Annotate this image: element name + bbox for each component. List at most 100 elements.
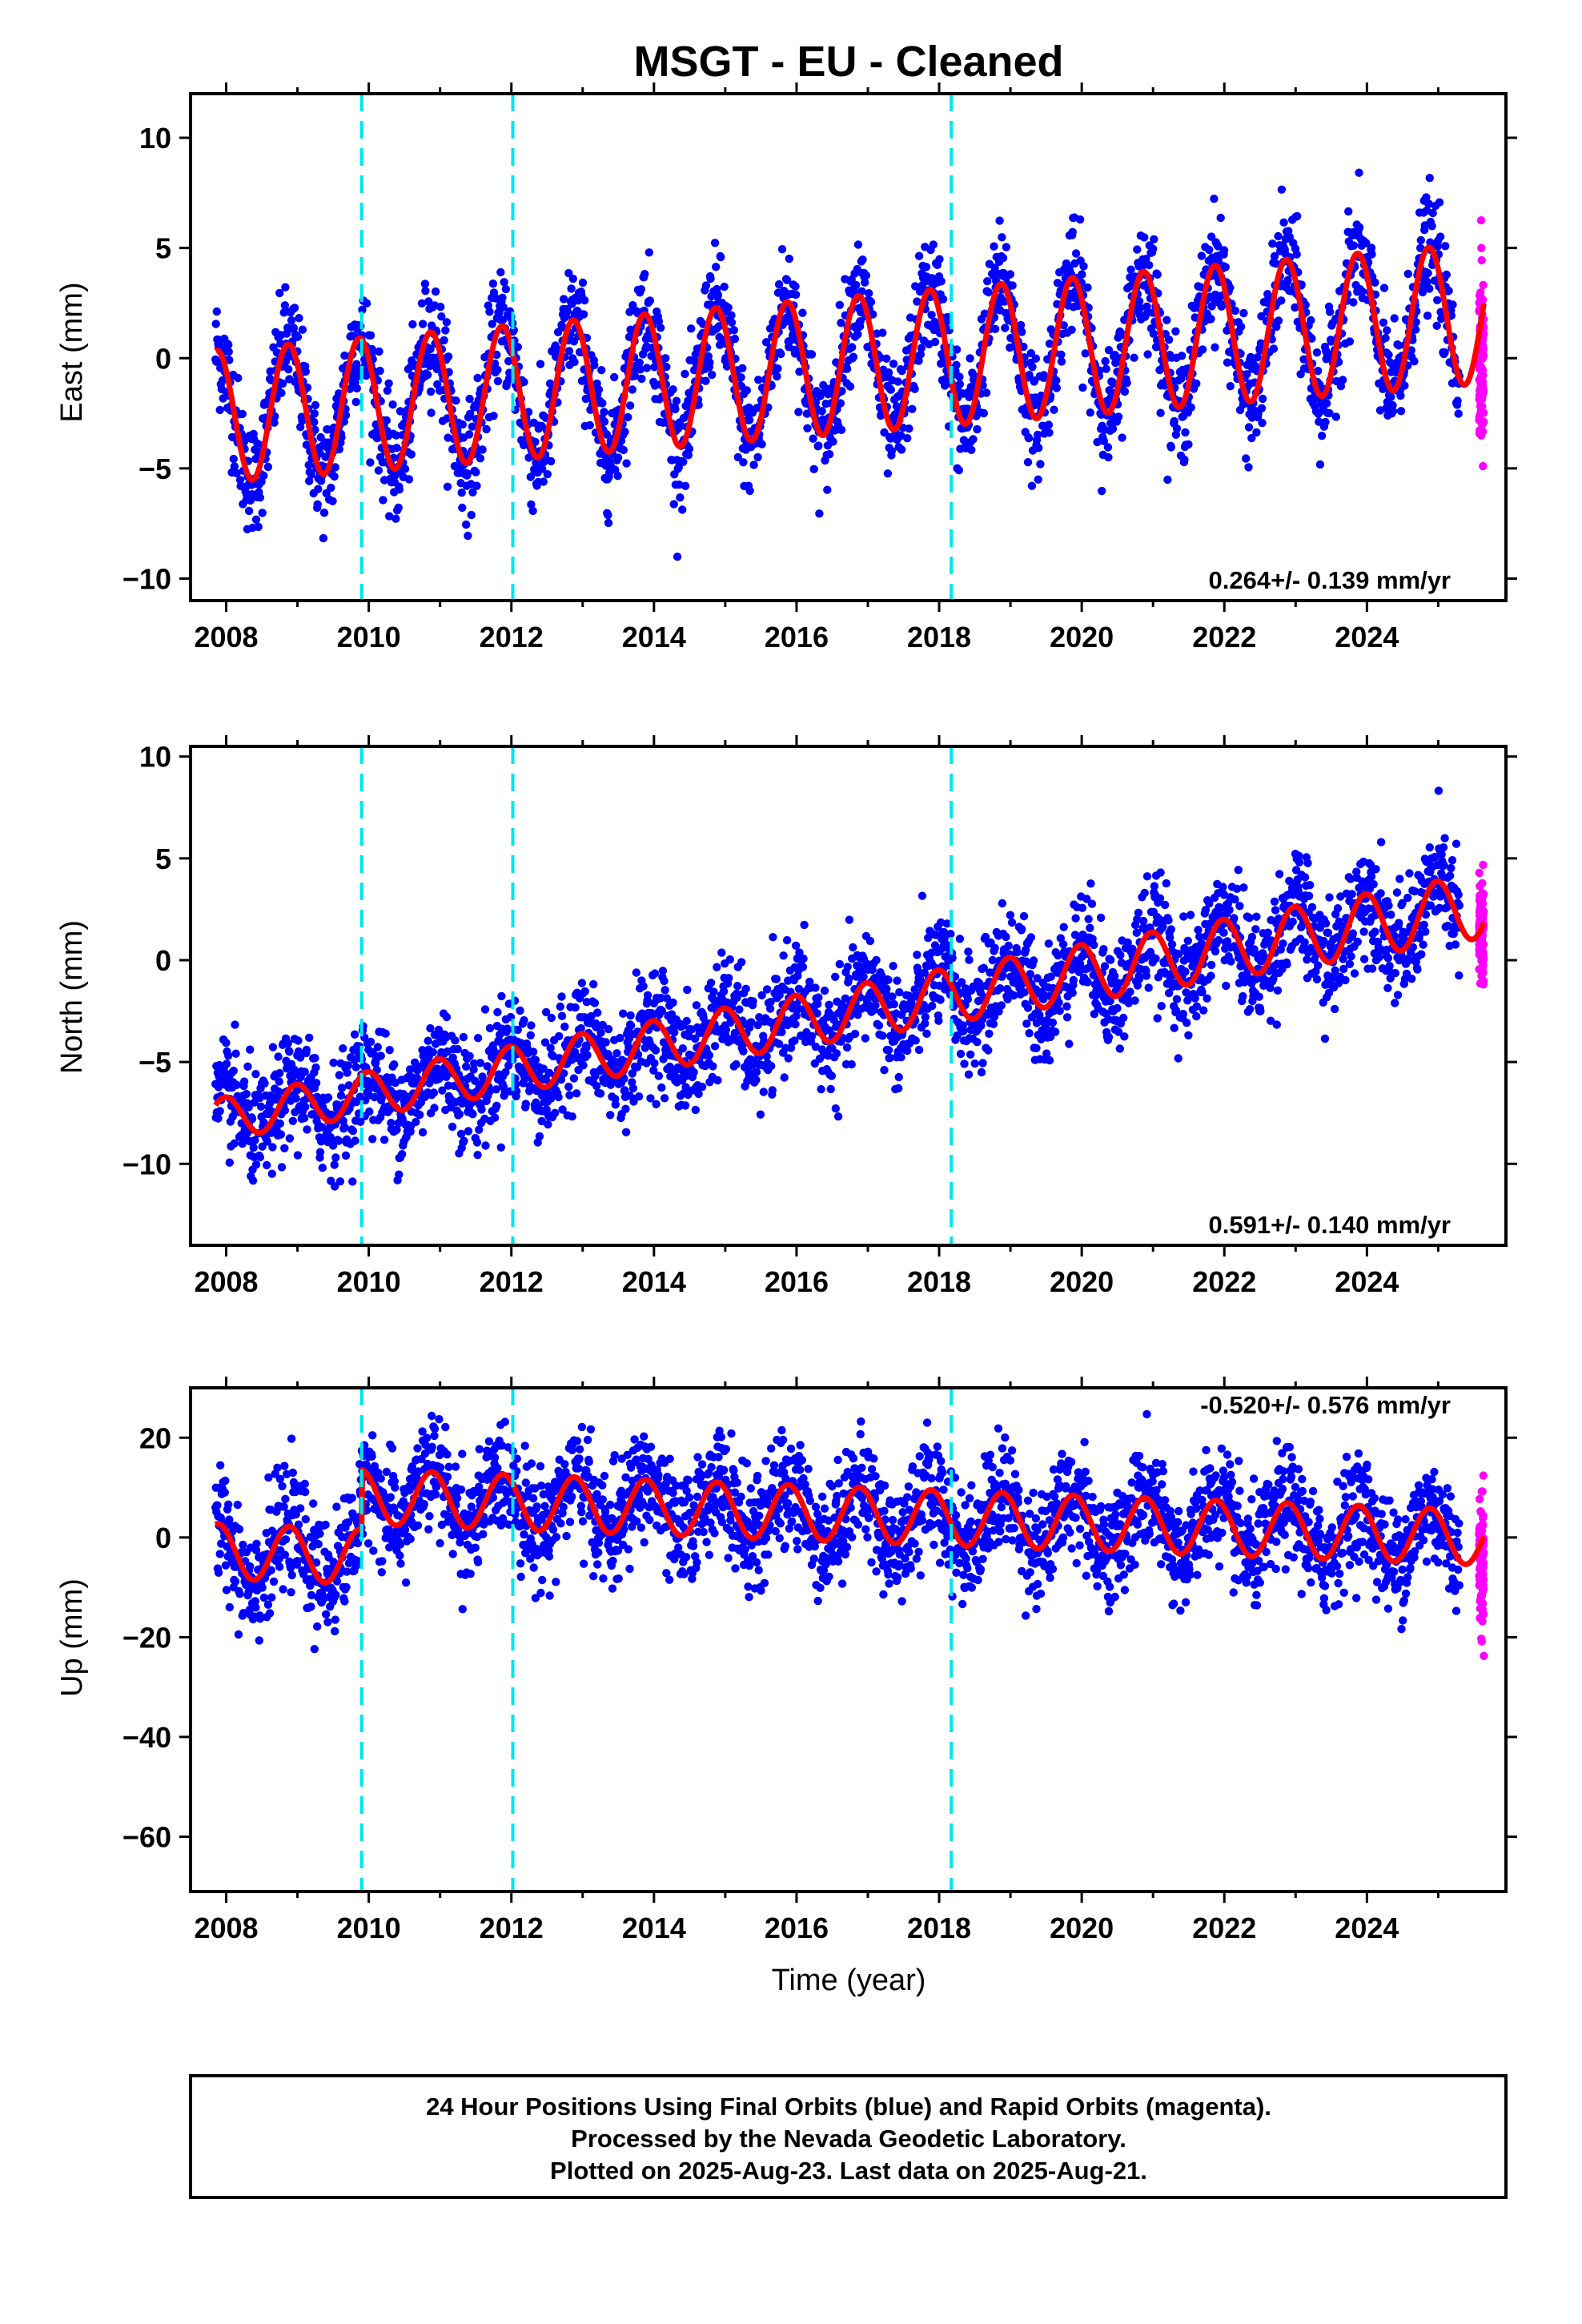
east-final-point bbox=[1344, 207, 1353, 216]
north-final-point bbox=[861, 1034, 870, 1043]
east-final-point bbox=[708, 370, 717, 380]
east-final-point bbox=[897, 367, 906, 376]
east-final-point bbox=[1301, 300, 1310, 309]
north-final-point bbox=[580, 987, 589, 996]
east-final-point bbox=[1277, 185, 1287, 194]
north-final-point bbox=[632, 968, 640, 977]
east-final-point bbox=[375, 347, 383, 356]
east-final-point bbox=[897, 445, 906, 454]
east-final-point bbox=[815, 509, 824, 518]
east-final-point bbox=[418, 320, 428, 328]
north-final-point bbox=[1044, 939, 1054, 948]
east-final-point bbox=[1134, 297, 1144, 306]
east-final-point bbox=[1355, 223, 1364, 232]
east-final-point bbox=[472, 481, 481, 490]
east-final-point bbox=[543, 470, 552, 479]
north-final-point bbox=[1006, 911, 1015, 919]
north-final-point bbox=[831, 972, 840, 982]
east-final-point bbox=[1403, 269, 1413, 279]
east-final-point bbox=[1453, 396, 1462, 405]
east-final-point bbox=[431, 287, 440, 296]
east-final-point bbox=[1271, 259, 1280, 268]
east-final-point bbox=[1440, 348, 1449, 357]
north-final-point bbox=[214, 1114, 223, 1123]
east-rapid-point bbox=[1477, 243, 1486, 252]
east-final-point bbox=[1270, 251, 1279, 261]
east-final-point bbox=[733, 452, 742, 462]
east-final-point bbox=[251, 515, 261, 524]
north-final-point bbox=[301, 1103, 310, 1112]
east-final-point bbox=[465, 394, 474, 404]
north-final-point bbox=[460, 1136, 468, 1145]
north-final-point bbox=[643, 991, 652, 1000]
east-final-point bbox=[884, 368, 893, 377]
east-final-point bbox=[383, 386, 392, 395]
east-final-point bbox=[1231, 306, 1240, 316]
east-final-point bbox=[1321, 417, 1330, 427]
east-final-point bbox=[1110, 351, 1119, 360]
east-final-point bbox=[737, 373, 745, 382]
east-final-point bbox=[984, 287, 994, 297]
east-final-point bbox=[1383, 326, 1391, 335]
east-final-point bbox=[1242, 454, 1251, 463]
north-final-point bbox=[763, 985, 772, 994]
north-final-point bbox=[964, 1070, 974, 1079]
north-final-point bbox=[657, 1083, 666, 1092]
east-final-point bbox=[1083, 283, 1092, 292]
east-final-point bbox=[1448, 300, 1457, 309]
east-final-point bbox=[1428, 208, 1437, 218]
north-final-point bbox=[395, 1170, 404, 1179]
east-final-point bbox=[967, 445, 976, 454]
east-final-point bbox=[1079, 262, 1088, 271]
east-final-point bbox=[619, 445, 628, 455]
east-final-point bbox=[1034, 475, 1042, 484]
east-final-point bbox=[624, 412, 632, 422]
north-final-point bbox=[669, 998, 677, 1007]
east-final-point bbox=[1018, 328, 1026, 336]
north-final-point bbox=[894, 1072, 903, 1082]
east-final-point bbox=[669, 385, 677, 394]
north-final-point bbox=[555, 1031, 564, 1041]
east-final-point bbox=[1075, 215, 1085, 224]
east-final-point bbox=[547, 456, 556, 466]
north-final-point bbox=[318, 1164, 327, 1172]
north-final-point bbox=[557, 992, 566, 1001]
east-final-point bbox=[466, 409, 475, 418]
east-final-point bbox=[1355, 168, 1363, 177]
north-final-point bbox=[535, 1132, 544, 1141]
east-final-point bbox=[1307, 334, 1316, 343]
north-final-point bbox=[418, 1128, 428, 1137]
north-final-point bbox=[242, 1089, 251, 1099]
east-final-point bbox=[676, 493, 685, 502]
east-rapid-point bbox=[1475, 395, 1484, 404]
east-final-point bbox=[396, 407, 405, 416]
north-final-point bbox=[1068, 988, 1077, 998]
east-final-point bbox=[1177, 352, 1186, 360]
north-final-point bbox=[769, 933, 777, 942]
east-final-point bbox=[528, 506, 537, 516]
north-final-point bbox=[416, 1110, 424, 1120]
east-final-point bbox=[998, 233, 1006, 242]
north-final-point bbox=[917, 891, 927, 900]
east-final-point bbox=[426, 387, 436, 396]
north-final-point bbox=[299, 1113, 309, 1123]
north-final-point bbox=[956, 1049, 966, 1059]
east-final-point bbox=[1314, 367, 1323, 376]
east-final-point bbox=[520, 377, 528, 387]
east-final-point bbox=[791, 282, 800, 291]
east-final-point bbox=[219, 394, 227, 403]
east-final-point bbox=[1425, 174, 1435, 183]
north-final-point bbox=[1045, 1055, 1054, 1065]
east-final-point bbox=[1164, 336, 1174, 344]
north-final-point bbox=[224, 1051, 233, 1060]
north-final-point bbox=[710, 1042, 720, 1051]
east-final-point bbox=[536, 360, 545, 368]
east-final-point bbox=[990, 324, 1000, 333]
north-final-point bbox=[768, 1086, 777, 1095]
north-final-point bbox=[1051, 1027, 1060, 1036]
east-final-point bbox=[1410, 357, 1419, 366]
north-final-point bbox=[473, 1034, 483, 1043]
east-final-point bbox=[1257, 312, 1266, 321]
north-final-point bbox=[634, 1092, 644, 1101]
north-final-point bbox=[601, 1038, 610, 1047]
